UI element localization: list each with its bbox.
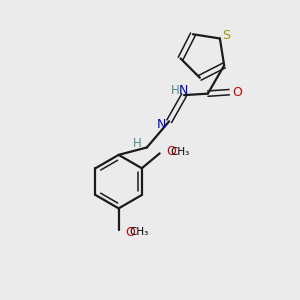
Text: O: O: [232, 86, 242, 99]
Text: CH₃: CH₃: [129, 227, 148, 237]
Text: N: N: [157, 118, 167, 131]
Text: O: O: [166, 146, 176, 158]
Text: CH₃: CH₃: [170, 147, 190, 157]
Text: H: H: [133, 137, 142, 150]
Text: H: H: [171, 84, 179, 97]
Text: S: S: [222, 29, 230, 42]
Text: N: N: [179, 84, 188, 97]
Text: O: O: [125, 226, 135, 239]
